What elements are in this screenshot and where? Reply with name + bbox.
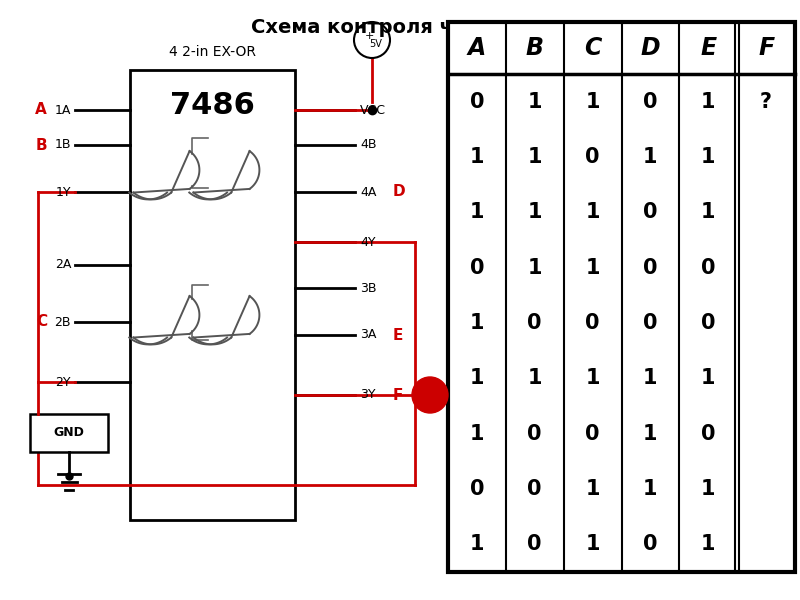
Text: 1: 1 — [586, 535, 600, 554]
Text: 1: 1 — [701, 368, 715, 388]
Text: 0: 0 — [701, 424, 715, 443]
Text: 2Y: 2Y — [55, 376, 71, 389]
Text: 1: 1 — [586, 368, 600, 388]
Text: 0: 0 — [586, 147, 600, 167]
Text: 1: 1 — [701, 147, 715, 167]
Text: 4 2-in EX-OR: 4 2-in EX-OR — [169, 45, 256, 59]
Text: ?: ? — [760, 92, 772, 112]
Text: 3Y: 3Y — [360, 389, 375, 401]
Text: E: E — [700, 36, 716, 60]
Text: 0: 0 — [527, 479, 542, 499]
Text: 0: 0 — [701, 257, 715, 278]
Text: 1: 1 — [643, 147, 658, 167]
Text: 1: 1 — [527, 202, 542, 223]
Text: 4A: 4A — [360, 185, 376, 199]
Text: 0: 0 — [586, 424, 600, 443]
Text: 0: 0 — [470, 92, 484, 112]
Text: 1: 1 — [527, 257, 542, 278]
Text: 1: 1 — [527, 147, 542, 167]
Text: 1: 1 — [701, 92, 715, 112]
Text: 0: 0 — [701, 313, 715, 333]
Text: 2A: 2A — [54, 259, 71, 271]
Text: 1: 1 — [470, 202, 484, 223]
Text: 3B: 3B — [360, 281, 377, 295]
Text: Схема контроля четности.: Схема контроля четности. — [251, 18, 549, 37]
Text: 1: 1 — [586, 92, 600, 112]
Text: 4Y: 4Y — [360, 235, 375, 248]
Text: F: F — [393, 388, 403, 403]
Text: B: B — [35, 137, 47, 152]
Text: 0: 0 — [527, 535, 542, 554]
Text: 1: 1 — [643, 368, 658, 388]
Text: 0: 0 — [643, 202, 658, 223]
Text: 0: 0 — [470, 479, 484, 499]
Text: 1: 1 — [586, 479, 600, 499]
Text: 0: 0 — [527, 424, 542, 443]
Text: 1: 1 — [586, 202, 600, 223]
Text: 2B: 2B — [54, 316, 71, 329]
Text: 1: 1 — [701, 535, 715, 554]
Text: C: C — [584, 36, 602, 60]
Text: D: D — [641, 36, 660, 60]
Bar — [130, 70, 295, 520]
Text: 1: 1 — [701, 479, 715, 499]
Text: 0: 0 — [643, 92, 658, 112]
Text: D: D — [393, 185, 406, 199]
Text: 0: 0 — [586, 313, 600, 333]
Text: 1: 1 — [470, 368, 484, 388]
Text: 1: 1 — [643, 479, 658, 499]
Text: 0: 0 — [527, 313, 542, 333]
Text: 0: 0 — [470, 257, 484, 278]
Text: 7486: 7486 — [170, 91, 255, 119]
Text: A: A — [35, 103, 47, 118]
Text: +: + — [364, 31, 374, 41]
Text: 5V: 5V — [370, 39, 382, 49]
Text: 0: 0 — [643, 313, 658, 333]
Text: 1: 1 — [701, 202, 715, 223]
Text: 1: 1 — [643, 424, 658, 443]
Text: VCC: VCC — [360, 103, 386, 116]
Circle shape — [412, 377, 448, 413]
Text: 1: 1 — [470, 147, 484, 167]
Text: F: F — [758, 36, 774, 60]
Bar — [30, 414, 108, 452]
Text: 0: 0 — [643, 535, 658, 554]
Text: 1A: 1A — [54, 103, 71, 116]
Text: 1: 1 — [470, 535, 484, 554]
Text: 4B: 4B — [360, 139, 377, 151]
Text: 1: 1 — [586, 257, 600, 278]
Text: 1: 1 — [470, 313, 484, 333]
Text: 3A: 3A — [360, 329, 376, 341]
Text: 1Y: 1Y — [55, 185, 71, 199]
Text: 1: 1 — [527, 368, 542, 388]
Text: 1: 1 — [527, 92, 542, 112]
Text: GND: GND — [54, 427, 85, 439]
Text: A: A — [468, 36, 486, 60]
Text: B: B — [526, 36, 544, 60]
Bar — [448, 22, 795, 572]
Text: 1B: 1B — [54, 139, 71, 151]
Text: C: C — [36, 314, 47, 329]
Text: 0: 0 — [643, 257, 658, 278]
Text: 1: 1 — [470, 424, 484, 443]
Text: E: E — [393, 328, 403, 343]
